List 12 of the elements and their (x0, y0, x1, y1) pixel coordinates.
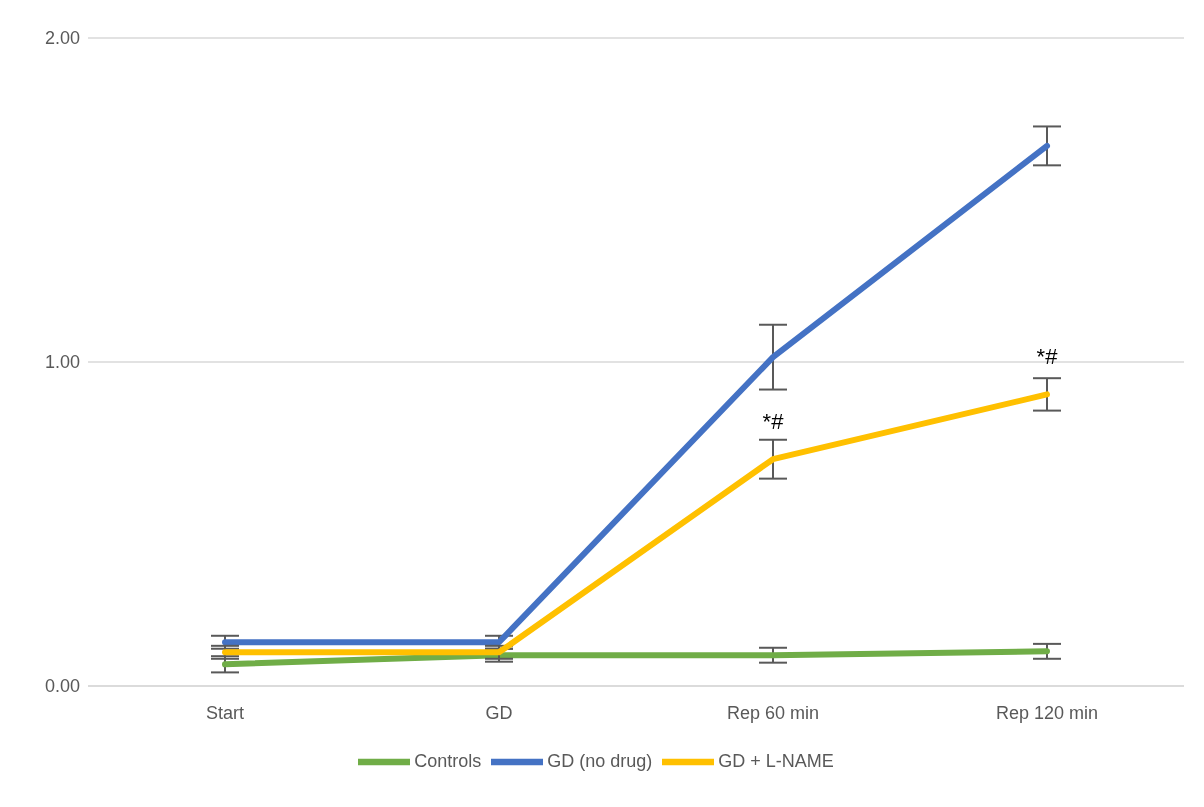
x-tick-label: Start (205, 702, 245, 723)
legend-label: GD + L-NAME (718, 750, 834, 771)
y-tick-label: 0.00 (44, 676, 80, 697)
y-tick-label: 2.00 (44, 28, 80, 49)
x-tick-label: Rep 120 min (995, 702, 1099, 723)
x-tick-label: Rep 60 min (726, 702, 820, 723)
y-tick-label: 1.00 (44, 352, 80, 373)
legend-label: Controls (414, 750, 482, 771)
legend-label: GD (no drug) (547, 750, 653, 771)
x-tick-label: GD (485, 702, 513, 723)
annotation: *# (762, 409, 785, 435)
annotation: *# (1036, 344, 1059, 370)
